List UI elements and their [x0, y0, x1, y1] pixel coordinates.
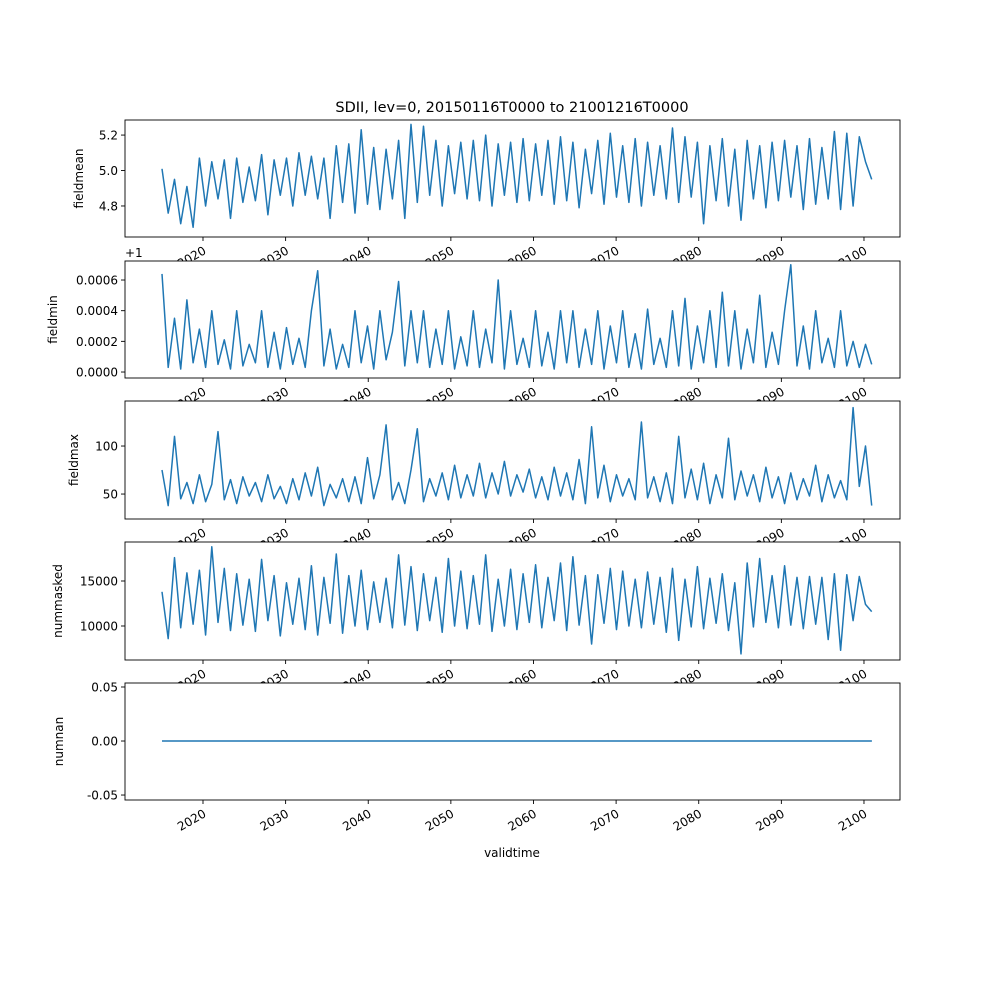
y-axis-label: fieldmin: [46, 295, 60, 344]
series-line-fieldmean: [161, 123, 873, 229]
axes-frame: [124, 400, 901, 520]
y-tick-label: 10000: [80, 619, 118, 633]
axes-frame: [124, 260, 901, 379]
series-line-nummasked: [161, 546, 873, 655]
x-axis-label: validtime: [484, 846, 540, 860]
series-line-fieldmax: [161, 406, 873, 507]
y-tick-label: 0.00: [91, 735, 118, 749]
axes-frame: [124, 119, 901, 238]
y-tick-label: 0.0004: [76, 304, 118, 318]
series-line-fieldmin: [161, 263, 873, 370]
y-tick-label: 15000: [80, 574, 118, 588]
plot-area: [125, 120, 900, 237]
y-axis-label: fieldmax: [67, 434, 81, 486]
y-tick-label: 0.0000: [76, 366, 118, 380]
y-tick-label: 100: [95, 440, 118, 454]
y-tick-label: 50: [103, 488, 118, 502]
axes-frame: [124, 682, 901, 801]
chart-title: SDII, lev=0, 20150116T0000 to 21001216T0…: [335, 100, 688, 116]
axes-frame: [124, 541, 901, 661]
y-tick-label: 5.2: [99, 129, 118, 143]
plot-area: [125, 401, 900, 519]
y-tick-label: 0.0002: [76, 335, 118, 349]
plot-area: [125, 542, 900, 660]
y-axis-label: fieldmean: [72, 149, 86, 209]
y-axis-label: nummasked: [51, 564, 65, 638]
y-tick-label: 5.0: [99, 164, 118, 178]
y-axis-label: numnan: [52, 717, 66, 766]
y-tick-label: 4.8: [99, 199, 118, 213]
y-tick-label: -0.05: [87, 789, 118, 803]
y-tick-label: 0.0006: [76, 274, 118, 288]
y-tick-label: 0.05: [91, 680, 118, 694]
offset-label: +1: [125, 246, 143, 260]
